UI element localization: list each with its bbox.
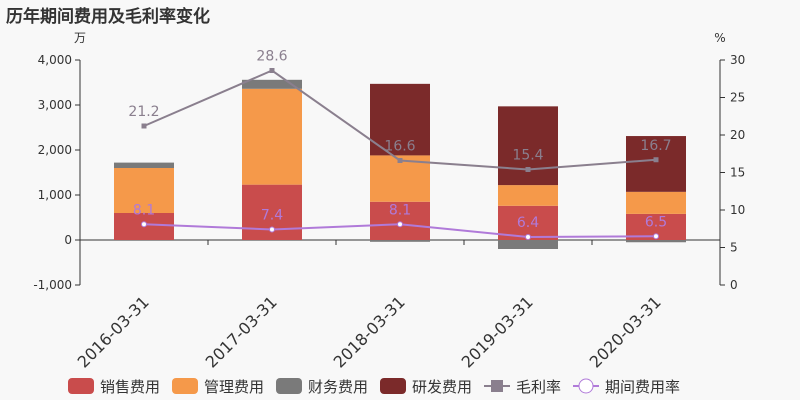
bar-财务费用 <box>242 79 302 89</box>
legend-label: 管理费用 <box>204 378 264 396</box>
right-tick-label: 15 <box>730 166 745 180</box>
right-tick-label: 10 <box>730 203 745 217</box>
bar-销售费用 <box>370 201 430 240</box>
point-期间费用率 <box>397 221 403 228</box>
right-axis-unit: % <box>714 31 725 45</box>
right-tick-label: 0 <box>730 278 738 292</box>
legend-label: 毛利率 <box>516 378 561 396</box>
point-毛利率 <box>141 123 147 129</box>
bar-管理费用 <box>498 185 558 206</box>
point-期间费用率 <box>141 221 147 228</box>
bar-财务费用 <box>626 240 686 243</box>
legend-swatch-管理费用 <box>172 378 198 394</box>
data-label-期间费用率: 6.5 <box>645 214 667 230</box>
legend-label: 期间费用率 <box>605 378 680 396</box>
data-label-期间费用率: 7.4 <box>261 208 283 224</box>
x-tick-label: 2020-03-31 <box>586 292 665 371</box>
data-label-毛利率: 15.4 <box>512 148 543 164</box>
x-tick-label: 2019-03-31 <box>458 292 537 371</box>
data-label-期间费用率: 8.1 <box>133 202 155 218</box>
x-tick-label: 2018-03-31 <box>330 292 409 371</box>
bar-研发费用 <box>370 83 430 156</box>
legend-label: 销售费用 <box>100 378 160 396</box>
bar-财务费用 <box>370 240 430 242</box>
data-label-期间费用率: 6.4 <box>517 215 539 231</box>
legend-label: 财务费用 <box>308 378 368 396</box>
bar-管理费用 <box>242 88 302 185</box>
data-label-毛利率: 16.7 <box>640 138 671 154</box>
bar-研发费用 <box>626 136 686 192</box>
left-tick-label: 1,000 <box>38 188 72 202</box>
chart-title: 历年期间费用及毛利率变化 <box>6 7 210 27</box>
right-tick-label: 25 <box>730 91 745 105</box>
bar-管理费用 <box>114 168 174 213</box>
legend-swatch-财务费用 <box>276 378 302 394</box>
left-tick-label: 4,000 <box>38 53 72 67</box>
left-tick-label: -1,000 <box>33 278 72 292</box>
point-毛利率 <box>653 157 659 163</box>
point-期间费用率 <box>653 233 659 240</box>
point-毛利率 <box>397 158 403 163</box>
data-label-期间费用率: 8.1 <box>389 202 411 218</box>
bar-管理费用 <box>626 191 686 214</box>
right-tick-label: 5 <box>730 241 738 255</box>
left-tick-label: 0 <box>64 233 72 247</box>
x-tick-label: 2017-03-31 <box>202 292 281 371</box>
bar-研发费用 <box>498 106 558 186</box>
legend-swatch-销售费用 <box>68 378 94 394</box>
right-tick-label: 20 <box>730 128 745 142</box>
legend-swatch-研发费用 <box>380 378 406 394</box>
point-期间费用率 <box>525 234 531 240</box>
legend-marker-期间费用率 <box>578 378 594 394</box>
bar-管理费用 <box>370 155 430 202</box>
data-label-毛利率: 16.6 <box>384 139 415 155</box>
x-tick-label: 2016-03-31 <box>74 292 153 371</box>
data-label-毛利率: 28.6 <box>256 49 287 65</box>
legend-label: 研发费用 <box>412 378 472 396</box>
bar-财务费用 <box>114 162 174 168</box>
data-label-毛利率: 21.2 <box>128 104 159 120</box>
left-tick-label: 2,000 <box>38 143 72 157</box>
legend-marker-毛利率 <box>491 380 503 392</box>
point-期间费用率 <box>269 226 275 233</box>
left-axis-unit: 万 <box>74 31 86 45</box>
bar-财务费用 <box>498 240 558 249</box>
point-毛利率 <box>269 68 275 73</box>
point-毛利率 <box>525 167 531 172</box>
right-tick-label: 30 <box>730 53 745 67</box>
left-tick-label: 3,000 <box>38 98 72 112</box>
